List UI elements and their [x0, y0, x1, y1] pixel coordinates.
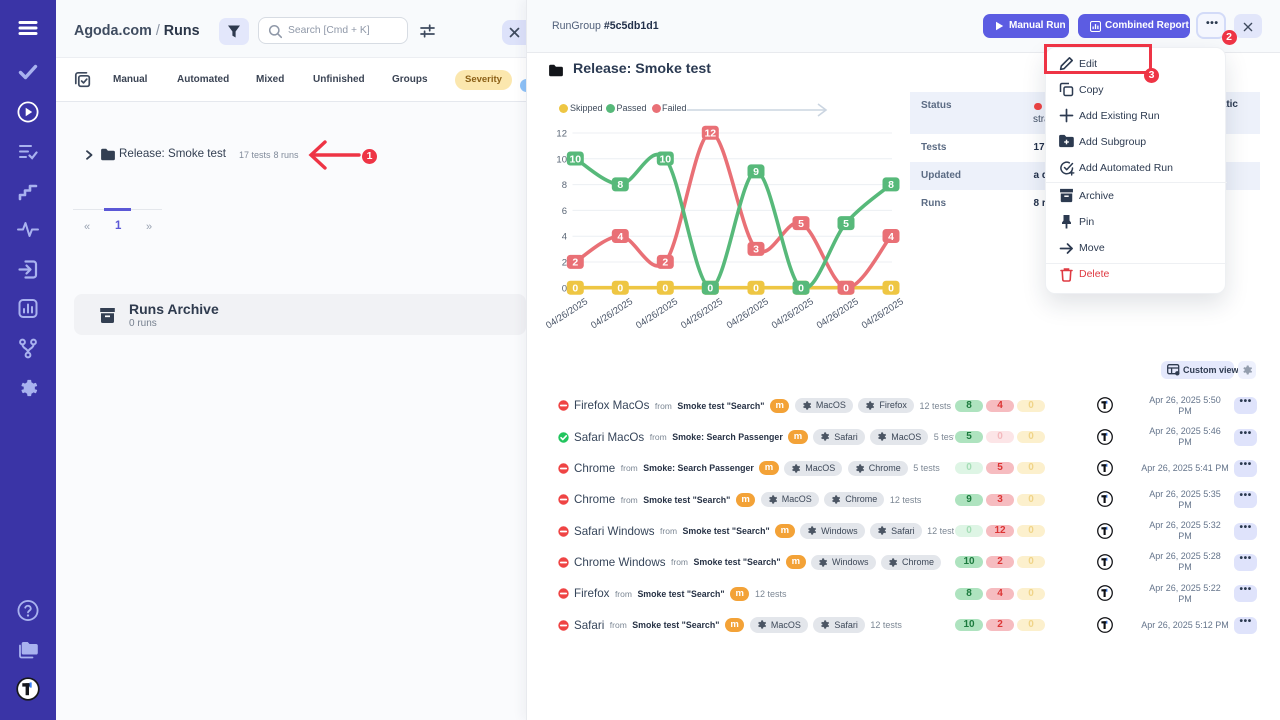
- svg-text:0: 0: [617, 283, 623, 295]
- svg-text:0: 0: [888, 283, 894, 295]
- svg-text:04/26/2025: 04/26/2025: [679, 296, 725, 331]
- svg-text:4: 4: [617, 231, 623, 243]
- svg-text:4: 4: [888, 231, 894, 243]
- svg-text:12: 12: [704, 128, 716, 140]
- svg-text:04/26/2025: 04/26/2025: [589, 296, 635, 331]
- svg-text:0: 0: [798, 283, 804, 295]
- svg-text:2: 2: [572, 257, 578, 269]
- svg-text:04/26/2025: 04/26/2025: [634, 296, 680, 331]
- svg-text:0: 0: [707, 283, 713, 295]
- svg-text:04/26/2025: 04/26/2025: [815, 296, 861, 331]
- svg-text:0: 0: [572, 283, 578, 295]
- svg-text:6: 6: [562, 206, 567, 217]
- svg-text:2: 2: [662, 257, 668, 269]
- svg-text:4: 4: [562, 232, 567, 243]
- svg-text:0: 0: [843, 283, 849, 295]
- svg-text:04/26/2025: 04/26/2025: [544, 296, 590, 331]
- svg-text:0: 0: [662, 283, 668, 295]
- svg-text:9: 9: [753, 166, 759, 178]
- svg-text:2: 2: [562, 258, 567, 269]
- svg-text:04/26/2025: 04/26/2025: [770, 296, 816, 331]
- svg-text:5: 5: [798, 218, 804, 230]
- svg-text:10: 10: [659, 153, 671, 165]
- svg-text:3: 3: [753, 244, 759, 256]
- svg-text:8: 8: [562, 180, 567, 191]
- svg-text:0: 0: [753, 283, 759, 295]
- svg-text:04/26/2025: 04/26/2025: [860, 296, 906, 331]
- svg-text:04/26/2025: 04/26/2025: [725, 296, 771, 331]
- svg-text:5: 5: [843, 218, 849, 230]
- svg-text:0: 0: [562, 283, 567, 294]
- svg-text:8: 8: [888, 179, 894, 191]
- svg-text:10: 10: [569, 153, 581, 165]
- svg-text:8: 8: [617, 179, 623, 191]
- svg-text:10: 10: [556, 154, 567, 165]
- svg-text:12: 12: [556, 129, 567, 140]
